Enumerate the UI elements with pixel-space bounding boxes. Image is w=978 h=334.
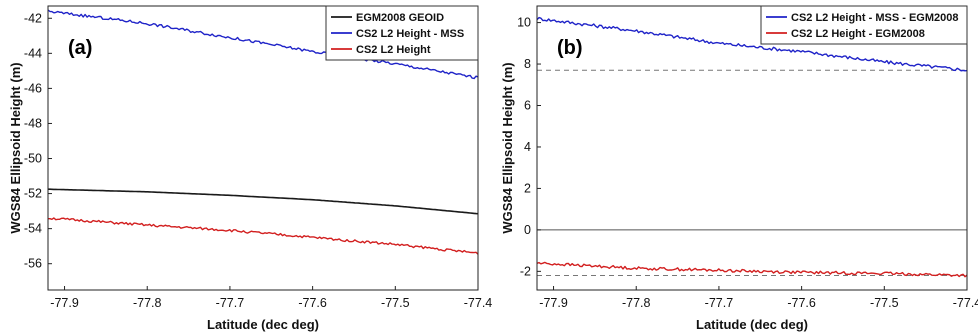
- series-line-0: [536, 16, 968, 72]
- y-tick-label: -48: [24, 116, 42, 130]
- y-tick-label: -2: [520, 264, 531, 278]
- x-axis-label: Latitude (dec deg): [207, 317, 319, 332]
- x-tick-label: -77.4: [953, 296, 978, 310]
- panel-label: (a): [68, 37, 92, 59]
- x-tick-label: -77.5: [870, 296, 899, 310]
- y-tick-label: -54: [24, 222, 42, 236]
- x-tick-label: -77.8: [133, 296, 162, 310]
- series-line-2: [48, 217, 479, 255]
- x-tick-label: -77.6: [298, 296, 327, 310]
- legend-entry: CS2 L2 Height - MSS - EGM2008: [791, 12, 958, 24]
- y-tick-label: 4: [524, 140, 531, 154]
- legend-entry: EGM2008 GEOID: [356, 12, 444, 24]
- y-tick-label: 2: [524, 181, 531, 195]
- axes-frame: [536, 5, 968, 291]
- y-tick-label: -42: [24, 11, 42, 25]
- x-tick-label: -77.6: [787, 296, 816, 310]
- y-tick-label: -56: [24, 257, 42, 271]
- legend-entry: CS2 L2 Height - MSS: [356, 28, 464, 40]
- y-tick-label: -52: [24, 187, 42, 201]
- y-tick-label: 6: [524, 99, 531, 113]
- x-tick-label: -77.7: [705, 296, 734, 310]
- y-axis-label: WGS84 Ellipsoid Height (m): [8, 62, 23, 233]
- y-axis-label: WGS84 Ellipsoid Height (m): [500, 62, 515, 233]
- x-axis-label: Latitude (dec deg): [696, 317, 808, 332]
- series-line-0: [48, 188, 479, 215]
- x-tick-label: -77.8: [622, 296, 651, 310]
- legend: CS2 L2 Height - MSS - EGM2008 CS2 L2 Heig…: [760, 5, 968, 45]
- legend-box: [760, 5, 968, 45]
- panel-a: -77.9 -77.8 -77.7 -77.6 -77.5 -77.4 -56 -54 -52 -…: [8, 5, 493, 332]
- axes-frame: [47, 5, 479, 291]
- legend-entry: CS2 L2 Height - EGM2008: [791, 28, 925, 40]
- y-tick-label: 0: [524, 223, 531, 237]
- y-tick-label: 8: [524, 57, 531, 71]
- x-tick-label: -77.5: [381, 296, 410, 310]
- x-tick-label: -77.9: [50, 296, 79, 310]
- x-tick-label: -77.7: [216, 296, 245, 310]
- y-tick-label: 10: [517, 16, 531, 30]
- x-tick-label: -77.9: [539, 296, 568, 310]
- x-tick-label: -77.4: [464, 296, 493, 310]
- series-line-1: [47, 9, 479, 80]
- y-tick-label: -46: [24, 81, 42, 95]
- panel-b: -77.9 -77.8 -77.7 -77.6 -77.5 -77.4 -2 0 2 4 6 8 10 L…: [500, 5, 978, 332]
- series-line-1: [536, 261, 968, 278]
- y-tick-label: -50: [24, 152, 42, 166]
- legend: EGM2008 GEOID CS2 L2 Height - MSS CS2 L2 H…: [325, 5, 479, 61]
- legend-entry: CS2 L2 Height: [356, 44, 431, 56]
- panel-label: (b): [557, 37, 583, 59]
- y-tick-label: -44: [24, 46, 42, 60]
